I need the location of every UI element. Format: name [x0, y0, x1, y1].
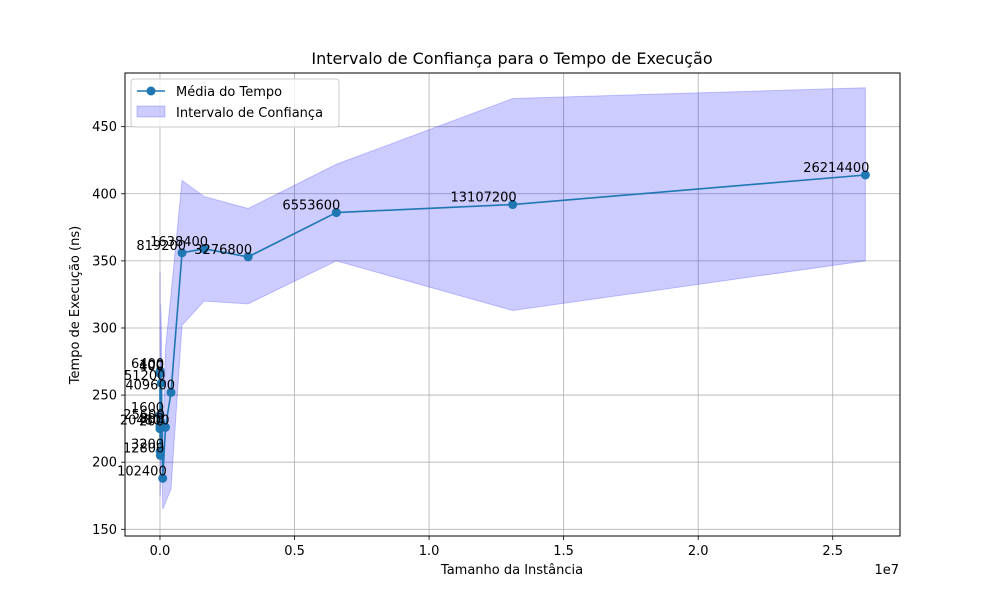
- x-tick-label: 1.5: [553, 544, 574, 559]
- legend-band-swatch: [136, 105, 166, 118]
- mean-point: [156, 378, 166, 388]
- point-label: 1600: [131, 401, 164, 416]
- y-tick-label: 400: [92, 187, 117, 202]
- y-tick-label: 450: [92, 120, 117, 135]
- mean-point: [158, 473, 168, 483]
- point-label: 25600: [123, 408, 164, 423]
- point-label: 819200: [136, 239, 186, 254]
- plot-frame: [124, 72, 901, 537]
- point-label: 100: [139, 358, 164, 373]
- point-label: 200: [139, 415, 164, 430]
- legend: Média do Tempo Intervalo de Confiança: [130, 78, 340, 128]
- mean-point: [166, 387, 176, 397]
- grid: [125, 73, 900, 536]
- point-label: 3200: [131, 437, 164, 452]
- point-label: 409600: [125, 378, 175, 393]
- mean-point: [243, 252, 253, 262]
- mean-point: [155, 410, 165, 420]
- confidence-band-layer: [159, 87, 866, 510]
- point-label: 102400: [117, 464, 167, 479]
- y-axis-ticks: 150 200 250 300 350 400 450: [92, 120, 125, 538]
- point-label: 26214400: [803, 161, 869, 176]
- mean-point: [155, 366, 165, 376]
- y-tick-label: 300: [92, 321, 117, 336]
- point-label: 400: [139, 360, 164, 375]
- mean-point: [860, 170, 870, 180]
- y-tick-label: 200: [92, 456, 117, 471]
- point-label: 204800: [120, 413, 170, 428]
- x-tick-label: 2.5: [822, 544, 843, 559]
- point-label: 6553600: [282, 199, 340, 214]
- x-tick-label: 2.0: [688, 544, 709, 559]
- mean-point: [331, 208, 341, 218]
- y-tick-label: 150: [92, 523, 117, 538]
- legend-label-mean: Média do Tempo: [176, 85, 282, 100]
- point-label: 13107200: [451, 191, 517, 206]
- x-axis-label: Tamanho da Instância: [440, 563, 583, 578]
- point-label: 3276800: [194, 243, 252, 258]
- x-axis-offset-text: 1e7: [874, 563, 899, 578]
- mean-point: [160, 422, 170, 432]
- legend-box: [130, 78, 340, 128]
- chart-title: Intervalo de Confiança para o Tempo de E…: [311, 49, 712, 68]
- x-tick-label: 1.0: [419, 544, 440, 559]
- mean-point: [155, 450, 165, 460]
- point-label: 6400: [131, 357, 164, 372]
- y-axis-label: Tempo de Execução (ns): [68, 226, 83, 385]
- point-label: 1638400: [150, 235, 208, 250]
- confidence-band: [159, 87, 866, 510]
- point-label: 51200: [124, 369, 165, 384]
- point-label: 12800: [123, 441, 164, 456]
- mean-point: [508, 200, 518, 210]
- legend-marker-swatch: [146, 86, 156, 96]
- y-tick-label: 250: [92, 389, 117, 404]
- x-tick-label: 0.5: [284, 544, 305, 559]
- point-label: 800: [139, 412, 164, 427]
- mean-point: [177, 248, 187, 258]
- x-tick-label: 0.0: [150, 544, 171, 559]
- y-tick-label: 350: [92, 254, 117, 269]
- x-axis-ticks: 0.0 0.5 1.0 1.5 2.0 2.5: [150, 536, 843, 559]
- mean-line-layer: [155, 170, 870, 483]
- mean-point: [199, 244, 209, 254]
- legend-label-interval: Intervalo de Confiança: [176, 106, 323, 121]
